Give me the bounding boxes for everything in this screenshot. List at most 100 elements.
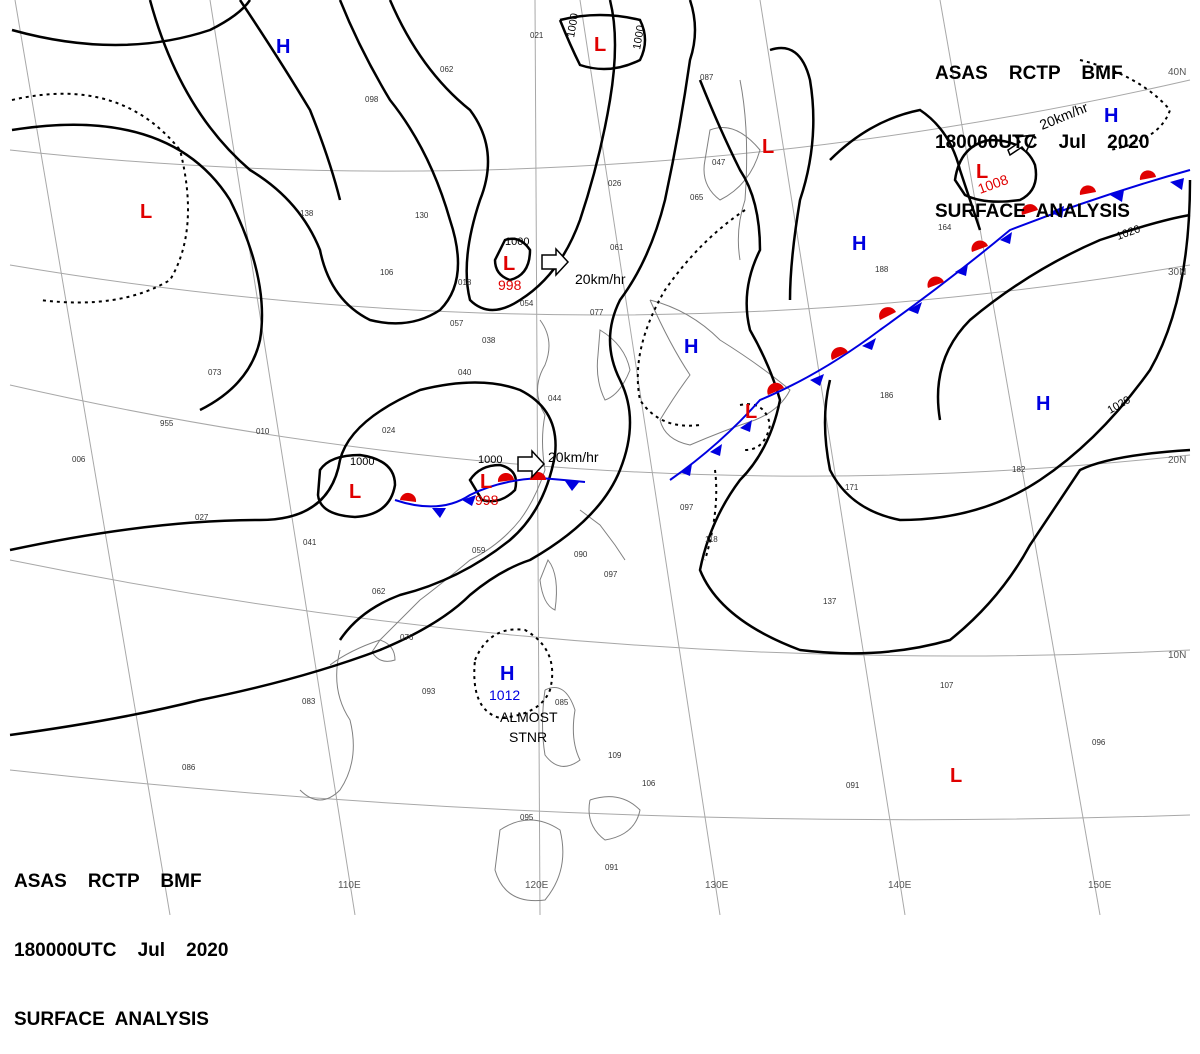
station-plot: 076 bbox=[400, 633, 414, 642]
front-mark bbox=[680, 464, 692, 476]
meridian-130e bbox=[579, 0, 721, 915]
isobar bbox=[388, 0, 617, 312]
meridian-100e bbox=[14, 0, 171, 915]
station-plot: 086 bbox=[182, 763, 196, 772]
isobar bbox=[148, 0, 460, 325]
parallel-0 bbox=[9, 769, 1191, 821]
station-plot: 137 bbox=[823, 597, 837, 606]
motion-arrow bbox=[1007, 134, 1036, 157]
longitude-label: 130E bbox=[705, 880, 729, 891]
front-mark bbox=[432, 508, 446, 518]
meridian-110e bbox=[209, 0, 356, 915]
troughs bbox=[11, 59, 1172, 720]
station-plot: 188 bbox=[875, 265, 889, 274]
isobar bbox=[238, 0, 342, 201]
station-plot: 027 bbox=[195, 513, 209, 522]
low-center-symbol: L bbox=[762, 136, 774, 158]
motion-label: 20km/hr bbox=[575, 271, 626, 287]
fronts bbox=[394, 169, 1191, 518]
coordinate-labels: 110E 120E 130E 140E 150E 40N 30N 20N 10N bbox=[338, 67, 1186, 891]
low-pressure-value: 998 bbox=[498, 277, 522, 293]
station-plot: 107 bbox=[940, 681, 954, 690]
station-plot: 040 bbox=[458, 368, 472, 377]
stationary-note: STNR bbox=[509, 729, 547, 745]
front-mark bbox=[831, 347, 848, 360]
isobar bbox=[9, 381, 557, 641]
front-mark bbox=[971, 240, 988, 252]
stationary-note: ALMOST bbox=[500, 709, 558, 725]
station-plots: 021 062 098 054 130 138 106 018 057 038 … bbox=[72, 31, 1106, 872]
latitude-label: 40N bbox=[1168, 67, 1186, 78]
station-plot: 087 bbox=[700, 73, 714, 82]
isobars bbox=[9, 0, 1192, 737]
trough-japan bbox=[636, 209, 746, 427]
motion-arrow bbox=[517, 449, 546, 479]
station-plot: 093 bbox=[422, 687, 436, 696]
station-plot: 041 bbox=[303, 538, 317, 547]
station-plot: 138 bbox=[300, 209, 314, 218]
coast-luzon bbox=[542, 687, 581, 767]
isobar bbox=[769, 46, 815, 301]
header-line-1: ASAS RCTP BMF bbox=[935, 63, 1123, 84]
low-center-symbol: L bbox=[594, 34, 606, 56]
station-plot: 186 bbox=[880, 391, 894, 400]
front-stationary-east bbox=[669, 169, 1191, 481]
coast-borneo bbox=[494, 819, 564, 902]
low-center-symbol: L bbox=[480, 471, 492, 493]
coast-hokkaido bbox=[703, 127, 761, 201]
longitude-label: 120E bbox=[525, 880, 549, 891]
station-plot: 010 bbox=[256, 427, 270, 436]
station-plot: 090 bbox=[574, 550, 588, 559]
meridian-140e bbox=[759, 0, 906, 915]
low-center-symbol: L bbox=[140, 201, 152, 223]
low-center-symbol: L bbox=[503, 253, 515, 275]
coast-vietnam bbox=[299, 649, 354, 801]
motion-arrows bbox=[517, 134, 1036, 479]
parallel-40n bbox=[9, 79, 1191, 172]
front-mark bbox=[400, 492, 417, 502]
station-plot: 073 bbox=[208, 368, 222, 377]
parallel-30n bbox=[9, 264, 1191, 316]
station-plot: 091 bbox=[846, 781, 860, 790]
station-plot: 006 bbox=[72, 455, 86, 464]
isobar-label: 1000 bbox=[565, 12, 581, 38]
front-mark bbox=[908, 302, 922, 314]
coast-hainan bbox=[371, 639, 396, 662]
isobar-1000-tc bbox=[468, 463, 518, 503]
station-plot: 061 bbox=[610, 243, 624, 252]
coast-japan bbox=[649, 299, 791, 446]
station-plot: 097 bbox=[680, 503, 694, 512]
warm-front-marks bbox=[400, 170, 1156, 502]
low-center-symbol: L bbox=[745, 401, 757, 423]
longitude-label: 140E bbox=[888, 880, 912, 891]
station-plot: 091 bbox=[605, 863, 619, 872]
trough-east2 bbox=[704, 469, 718, 561]
isobar-label: 1000 bbox=[631, 24, 647, 50]
front-mark bbox=[879, 307, 896, 320]
isobar-1000-sw bbox=[316, 453, 397, 519]
front-mark bbox=[462, 495, 476, 506]
isobar-1000-ne bbox=[493, 237, 532, 282]
header-line-3: SURFACE ANALYSIS bbox=[935, 201, 1130, 222]
isobar-label: 1020 bbox=[1106, 394, 1133, 417]
coast-sakhalin bbox=[737, 79, 748, 261]
station-plot: 062 bbox=[440, 65, 454, 74]
coast-taiwan bbox=[539, 559, 557, 611]
isobar bbox=[9, 0, 697, 737]
coast-ryukyu bbox=[579, 509, 626, 561]
isobar-label: 1000 bbox=[478, 454, 502, 466]
station-plot: 062 bbox=[372, 587, 386, 596]
isobar-label: 1000 bbox=[350, 456, 374, 468]
front-mark bbox=[862, 338, 876, 350]
front-mark bbox=[1139, 170, 1156, 180]
motion-label: 20km/hr bbox=[548, 449, 599, 465]
latitude-label: 20N bbox=[1168, 455, 1186, 466]
header-line-3: SURFACE ANALYSIS bbox=[14, 1009, 209, 1030]
header-line-1: ASAS RCTP BMF bbox=[14, 871, 202, 892]
front-mark bbox=[497, 472, 514, 482]
front-mark bbox=[955, 264, 968, 276]
latitude-label: 10N bbox=[1168, 650, 1186, 661]
station-plot: 118 bbox=[705, 535, 718, 544]
front-mark bbox=[1000, 232, 1012, 244]
coast-korea bbox=[596, 329, 631, 401]
